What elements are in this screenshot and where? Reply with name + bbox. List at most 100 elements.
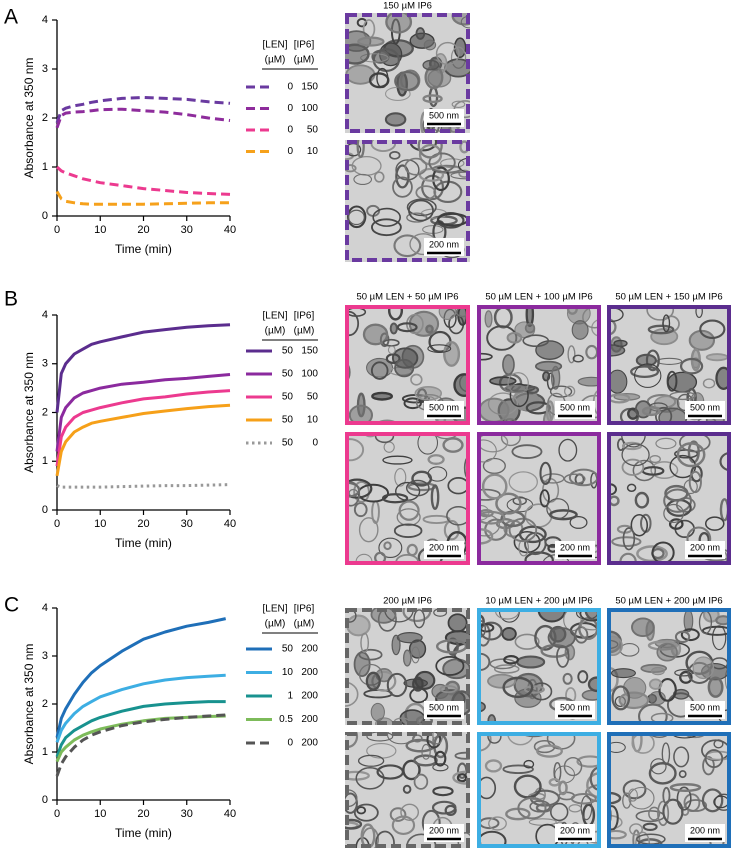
particle bbox=[647, 324, 675, 335]
particle bbox=[423, 39, 437, 51]
particle bbox=[611, 536, 642, 548]
particle bbox=[503, 655, 520, 665]
particle bbox=[345, 478, 373, 499]
particle bbox=[511, 444, 543, 459]
particle bbox=[621, 441, 643, 451]
particle bbox=[398, 500, 420, 521]
particle bbox=[489, 658, 517, 670]
particle bbox=[360, 632, 370, 654]
x-tick-label: 40 bbox=[224, 224, 236, 236]
particle bbox=[649, 455, 661, 464]
particle bbox=[357, 754, 385, 767]
particle bbox=[621, 458, 645, 476]
particle bbox=[366, 357, 394, 378]
data-line bbox=[55, 714, 226, 763]
scale-bar-label: 200 nm bbox=[690, 542, 720, 552]
data-line bbox=[56, 483, 231, 489]
x-tick-label: 30 bbox=[181, 224, 193, 236]
particle bbox=[484, 759, 503, 773]
scale-bar-box bbox=[424, 701, 464, 719]
particle bbox=[383, 541, 392, 551]
particle bbox=[353, 651, 371, 678]
particle bbox=[548, 509, 578, 521]
particle bbox=[569, 515, 588, 529]
particle bbox=[389, 150, 401, 160]
particle bbox=[417, 432, 439, 455]
particle bbox=[378, 537, 403, 559]
x-tick-label: 40 bbox=[224, 808, 236, 820]
particle bbox=[663, 488, 692, 513]
particle bbox=[346, 614, 371, 637]
particle bbox=[396, 322, 418, 333]
particle bbox=[356, 806, 367, 815]
particle bbox=[487, 732, 502, 744]
particle bbox=[699, 319, 726, 339]
particle bbox=[567, 345, 576, 364]
particle bbox=[628, 788, 638, 802]
particle bbox=[705, 353, 729, 362]
y-tick-label: 0 bbox=[42, 210, 48, 222]
scale-bar-label: 500 nm bbox=[429, 402, 459, 412]
particle bbox=[493, 664, 520, 674]
particle bbox=[514, 633, 540, 650]
legend-ip6: 200 bbox=[301, 644, 318, 655]
particle bbox=[417, 140, 443, 159]
particle bbox=[648, 762, 677, 785]
legend-header: [IP6] bbox=[294, 40, 315, 51]
micrograph-border bbox=[345, 305, 470, 425]
particle bbox=[451, 100, 466, 108]
micrograph-border bbox=[607, 432, 731, 565]
particle bbox=[669, 391, 697, 401]
data-line bbox=[55, 165, 231, 196]
particle bbox=[524, 685, 545, 694]
x-tick-label: 40 bbox=[224, 518, 236, 530]
data-line bbox=[55, 673, 226, 743]
particle bbox=[488, 816, 507, 831]
scale-bar-box bbox=[555, 824, 595, 842]
particle bbox=[556, 645, 570, 668]
particle bbox=[478, 397, 510, 423]
x-axis-label: Time (min) bbox=[115, 242, 172, 256]
particle bbox=[676, 786, 692, 811]
particle bbox=[402, 759, 421, 781]
particle bbox=[450, 171, 470, 180]
y-tick-label: 1 bbox=[42, 455, 48, 467]
particle bbox=[400, 803, 420, 821]
legend-len: 50 bbox=[282, 415, 294, 426]
legend-ip6: 150 bbox=[301, 346, 318, 357]
data-line bbox=[55, 403, 231, 477]
legend-len: 0 bbox=[287, 146, 293, 157]
particle bbox=[422, 59, 440, 71]
x-tick-label: 20 bbox=[137, 518, 149, 530]
particle bbox=[396, 508, 421, 527]
scale-bar-box bbox=[555, 401, 595, 419]
particle bbox=[529, 800, 551, 813]
particle bbox=[395, 481, 421, 501]
particle bbox=[634, 363, 662, 388]
particle bbox=[374, 432, 395, 444]
particle bbox=[631, 617, 655, 638]
particle bbox=[572, 354, 584, 363]
x-tick-label: 20 bbox=[137, 224, 149, 236]
legend-unit: (µM) bbox=[294, 326, 315, 337]
legend-len: 1 bbox=[287, 691, 293, 702]
particle bbox=[456, 772, 468, 783]
particle bbox=[680, 628, 700, 642]
micrograph-border bbox=[607, 305, 731, 425]
particle bbox=[406, 543, 418, 557]
particle bbox=[663, 503, 685, 524]
particle bbox=[518, 525, 547, 544]
y-tick-label: 3 bbox=[42, 650, 48, 662]
particle bbox=[443, 519, 460, 541]
y-tick-label: 2 bbox=[42, 112, 48, 124]
y-tick-label: 3 bbox=[42, 63, 48, 75]
y-tick-label: 1 bbox=[42, 746, 48, 758]
particle bbox=[539, 489, 550, 508]
particle bbox=[523, 759, 535, 769]
particle bbox=[477, 352, 493, 361]
particle bbox=[658, 677, 677, 702]
particle bbox=[370, 361, 389, 380]
particle bbox=[370, 702, 385, 722]
particle bbox=[571, 320, 589, 340]
particle bbox=[385, 13, 413, 34]
